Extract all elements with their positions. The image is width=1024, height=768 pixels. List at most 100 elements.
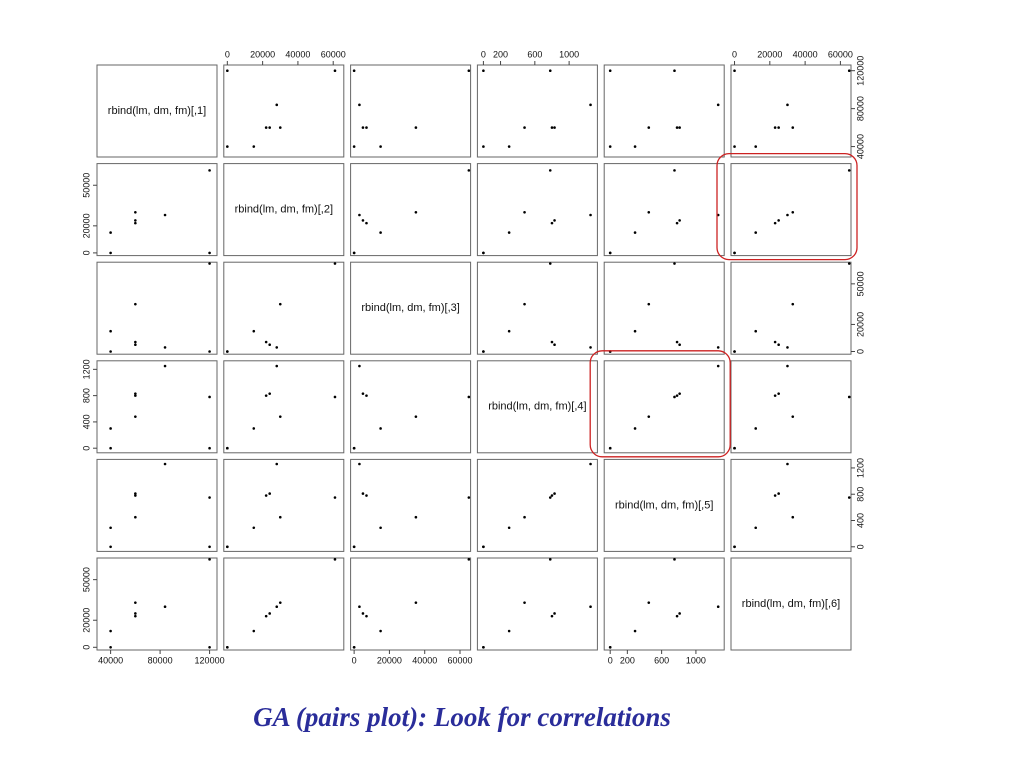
point bbox=[268, 126, 271, 129]
point bbox=[333, 496, 337, 499]
x-tick-label: 600 bbox=[527, 49, 542, 59]
point bbox=[361, 492, 365, 495]
point bbox=[550, 494, 554, 497]
point bbox=[716, 103, 720, 107]
point bbox=[134, 394, 137, 397]
point bbox=[675, 340, 679, 344]
point bbox=[678, 126, 681, 129]
point bbox=[208, 558, 211, 561]
point bbox=[361, 219, 365, 222]
panel bbox=[476, 64, 598, 158]
point bbox=[109, 231, 112, 234]
point bbox=[163, 462, 167, 466]
point bbox=[365, 394, 368, 397]
point bbox=[379, 526, 382, 530]
x-tick-label: 40000 bbox=[98, 655, 123, 665]
panel bbox=[350, 64, 472, 158]
panel bbox=[350, 458, 472, 552]
panel bbox=[223, 557, 345, 651]
x-tick-label: 0 bbox=[608, 655, 613, 665]
point bbox=[264, 494, 268, 497]
point bbox=[358, 213, 361, 217]
panel bbox=[96, 64, 218, 158]
point bbox=[226, 446, 229, 450]
point bbox=[163, 364, 167, 368]
x-tick-label: 20000 bbox=[757, 49, 782, 59]
x-tick-label: 1000 bbox=[559, 49, 579, 59]
panel bbox=[730, 261, 852, 355]
point bbox=[786, 346, 789, 349]
point bbox=[589, 346, 592, 349]
y-tick-label: 0 bbox=[81, 250, 91, 255]
point bbox=[134, 612, 137, 615]
point bbox=[523, 126, 526, 129]
point bbox=[754, 526, 758, 530]
point bbox=[379, 231, 382, 234]
y-tick-label: 50000 bbox=[855, 271, 865, 296]
point bbox=[553, 492, 556, 495]
panel bbox=[603, 64, 725, 158]
point bbox=[134, 340, 137, 344]
panel bbox=[603, 261, 725, 355]
panel bbox=[603, 458, 725, 552]
highlight-box bbox=[716, 152, 858, 261]
point bbox=[264, 614, 268, 618]
point bbox=[352, 145, 356, 148]
highlight-box bbox=[589, 350, 731, 458]
point bbox=[553, 343, 556, 347]
panel bbox=[96, 261, 218, 355]
point bbox=[548, 262, 552, 265]
point bbox=[716, 364, 720, 368]
point bbox=[134, 515, 137, 519]
point bbox=[352, 645, 356, 649]
point bbox=[553, 126, 556, 129]
point bbox=[550, 340, 554, 344]
point bbox=[252, 427, 256, 430]
point bbox=[754, 145, 758, 148]
point bbox=[553, 219, 556, 222]
point bbox=[365, 126, 368, 129]
variable-label: rbind(lm, dm, fm)[,1] bbox=[108, 105, 206, 117]
point bbox=[275, 605, 279, 609]
point bbox=[754, 427, 758, 430]
point bbox=[589, 213, 592, 217]
point bbox=[553, 612, 556, 615]
point bbox=[482, 545, 485, 549]
point bbox=[847, 169, 851, 172]
point bbox=[208, 395, 211, 399]
point bbox=[252, 526, 256, 530]
point bbox=[264, 394, 268, 397]
point bbox=[777, 343, 780, 347]
point bbox=[647, 126, 651, 129]
point bbox=[414, 211, 418, 214]
y-tick-label: 50000 bbox=[81, 173, 91, 198]
point bbox=[361, 126, 365, 129]
point bbox=[333, 262, 337, 265]
point bbox=[109, 350, 112, 353]
y-tick-label: 0 bbox=[855, 544, 865, 549]
point bbox=[633, 629, 637, 633]
x-tick-label: 20000 bbox=[377, 655, 402, 665]
y-tick-label: 120000 bbox=[855, 56, 865, 86]
point bbox=[716, 605, 720, 609]
point bbox=[208, 169, 211, 172]
point bbox=[278, 126, 282, 129]
point bbox=[278, 601, 282, 604]
point bbox=[333, 395, 337, 399]
point bbox=[773, 394, 777, 397]
panel bbox=[476, 557, 598, 651]
point bbox=[673, 558, 676, 561]
point bbox=[733, 251, 736, 255]
point bbox=[226, 145, 229, 148]
point bbox=[507, 629, 511, 633]
panel bbox=[476, 360, 598, 454]
point bbox=[226, 545, 229, 549]
point bbox=[352, 545, 356, 549]
point bbox=[109, 526, 112, 530]
point bbox=[264, 340, 268, 344]
point bbox=[134, 492, 137, 495]
point bbox=[379, 427, 382, 430]
point bbox=[523, 211, 526, 214]
point bbox=[278, 515, 282, 519]
point bbox=[589, 462, 592, 466]
